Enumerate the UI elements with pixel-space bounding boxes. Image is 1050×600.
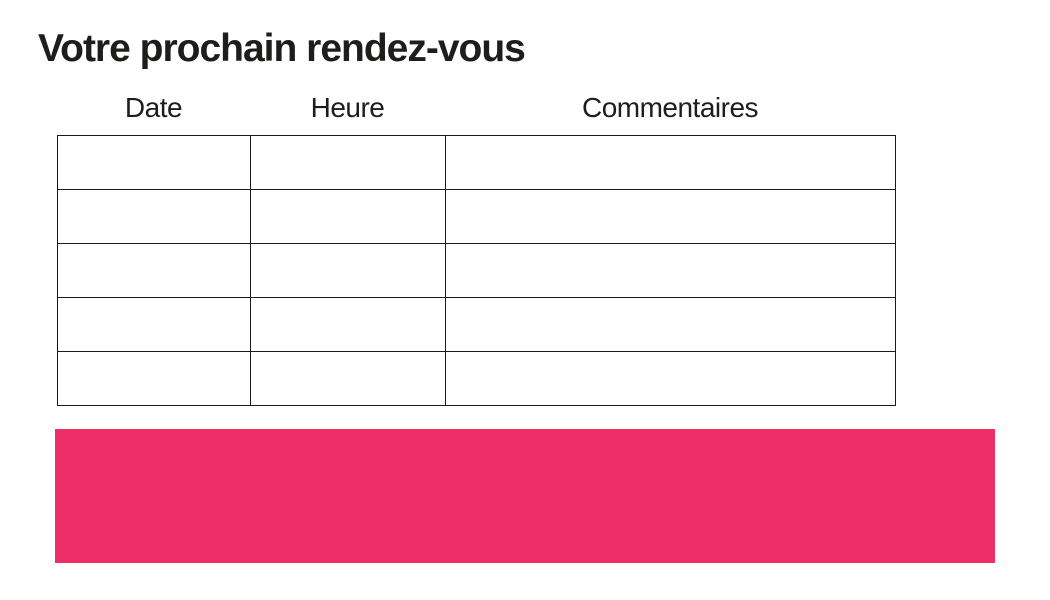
promo-banner	[55, 429, 995, 563]
table-cell	[250, 297, 446, 352]
column-header-date: Date	[124, 92, 183, 123]
table-cell	[57, 297, 251, 352]
table-cell	[250, 243, 446, 298]
page-title: Votre prochain rendez-vous	[38, 27, 526, 70]
table-header-row: Date Heure Commentaires	[57, 92, 895, 124]
table-cell	[250, 351, 446, 406]
table-cell	[57, 243, 251, 298]
table-cell	[250, 135, 446, 190]
table-cell	[250, 189, 446, 244]
appointments-table	[57, 135, 896, 406]
table-row	[57, 189, 896, 244]
column-header-commentaires: Commentaires	[581, 92, 759, 123]
table-cell	[57, 351, 251, 406]
table-cell	[445, 297, 896, 352]
table-row	[57, 243, 896, 298]
table-row	[57, 351, 896, 406]
table-row	[57, 297, 896, 352]
table-cell	[445, 189, 896, 244]
table-cell	[445, 351, 896, 406]
table-row	[57, 135, 896, 190]
table-cell	[445, 243, 896, 298]
table-cell	[57, 189, 251, 244]
table-cell	[57, 135, 251, 190]
table-cell	[445, 135, 896, 190]
column-header-heure: Heure	[310, 92, 385, 123]
table-body	[57, 135, 896, 406]
